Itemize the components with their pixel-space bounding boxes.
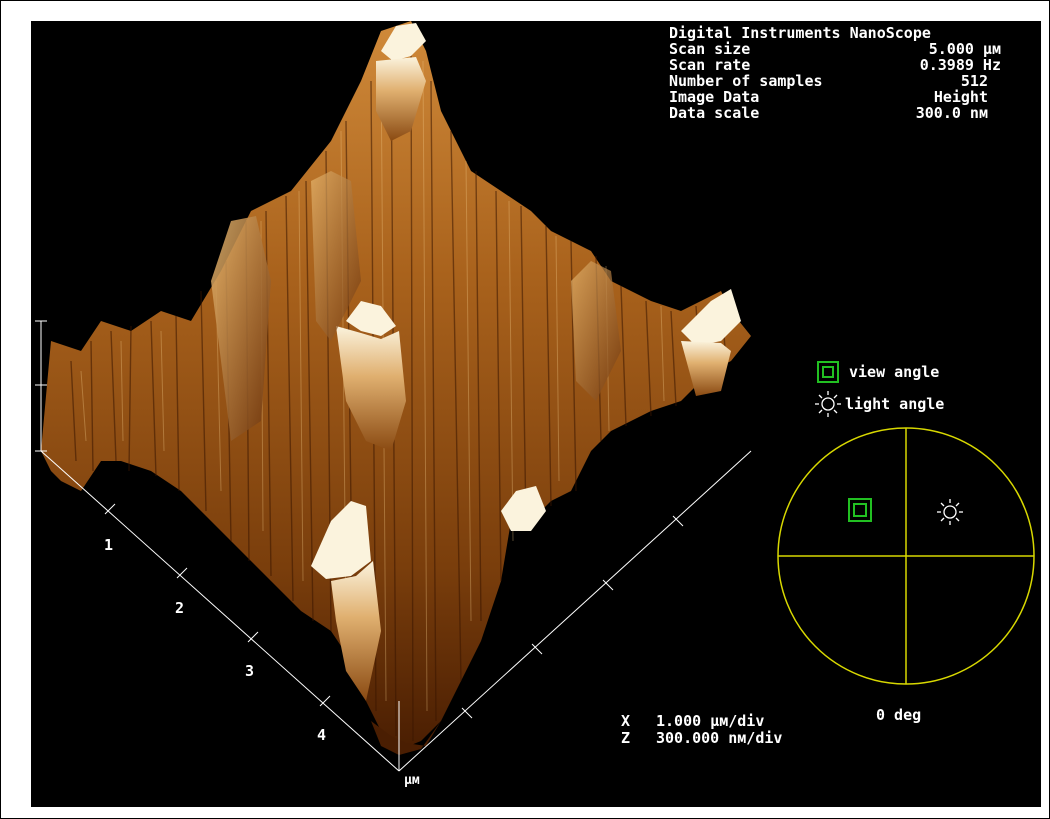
legend-light-angle-label: light angle <box>845 395 945 413</box>
ridge-right <box>571 261 621 401</box>
scale-z-label: Z <box>621 729 631 747</box>
peak-center-right <box>501 486 546 531</box>
axis-tick-label-1: 1 <box>104 536 114 554</box>
ridge-mid-center <box>311 171 361 341</box>
view-angle-icon <box>817 361 839 383</box>
axis-right-tick-4 <box>672 515 684 527</box>
param-value-data-scale: 300.0 nм <box>915 104 988 122</box>
plot-axes <box>35 320 752 772</box>
axis-right-tick-3 <box>602 579 614 591</box>
axis-unit-label: µм <box>404 773 420 788</box>
instrument-title: Digital Instruments NanoScope <box>669 24 931 42</box>
nanoscope-display: Digital Instruments NanoScope Scan size … <box>31 21 1041 807</box>
peak-lower <box>311 501 371 579</box>
axis-right-tick-2 <box>531 643 543 655</box>
peak-middle-shade <box>336 326 406 451</box>
param-value-image-data: Height <box>933 88 988 106</box>
peak-top <box>381 23 426 61</box>
scale-z-value: 300.000 nм/div <box>656 729 783 747</box>
surface-plot <box>35 21 1035 772</box>
axis-left-tick-3 <box>247 631 259 643</box>
axis-tick-label-4: 4 <box>317 726 327 744</box>
param-label-scan-size: Scan size <box>669 40 751 58</box>
axis-left <box>40 450 400 772</box>
param-label-samples: Number of samples <box>669 72 823 90</box>
light-angle-marker[interactable] <box>937 499 963 525</box>
scale-x-value: 1.000 µм/div <box>656 712 765 730</box>
axis-left-tick-1 <box>104 503 116 515</box>
axis-left-tick-2 <box>176 567 188 579</box>
surface-base <box>371 721 441 755</box>
peak-right-edge-shade <box>681 341 731 396</box>
legend-view-angle-label: view angle <box>849 363 940 381</box>
peak-middle <box>346 301 396 336</box>
param-value-scan-size: 5.000 µм <box>928 40 1001 58</box>
angle-dial[interactable] <box>777 427 1035 685</box>
param-label-image-data: Image Data <box>669 88 760 106</box>
axis-tick-label-2: 2 <box>175 599 185 617</box>
ridge-mid-left <box>211 216 271 441</box>
axis-tick-label-3: 3 <box>245 662 255 680</box>
peak-top-shade <box>376 57 426 141</box>
param-value-samples: 512 <box>960 72 988 90</box>
param-label-data-scale: Data scale <box>669 104 760 122</box>
axis-left-tick-4 <box>319 695 331 707</box>
axis-right-tick-1 <box>461 707 473 719</box>
axis-right <box>398 450 752 772</box>
dial-angle-readout: 0 deg <box>876 706 922 724</box>
scale-x-label: X <box>621 712 631 730</box>
light-angle-icon <box>815 391 841 417</box>
param-label-scan-rate: Scan rate <box>669 56 751 74</box>
peak-right-edge <box>681 289 741 346</box>
peak-lower-shade <box>331 561 381 701</box>
param-value-scan-rate: 0.3989 Hz <box>919 56 1001 74</box>
view-angle-marker[interactable] <box>848 498 872 522</box>
